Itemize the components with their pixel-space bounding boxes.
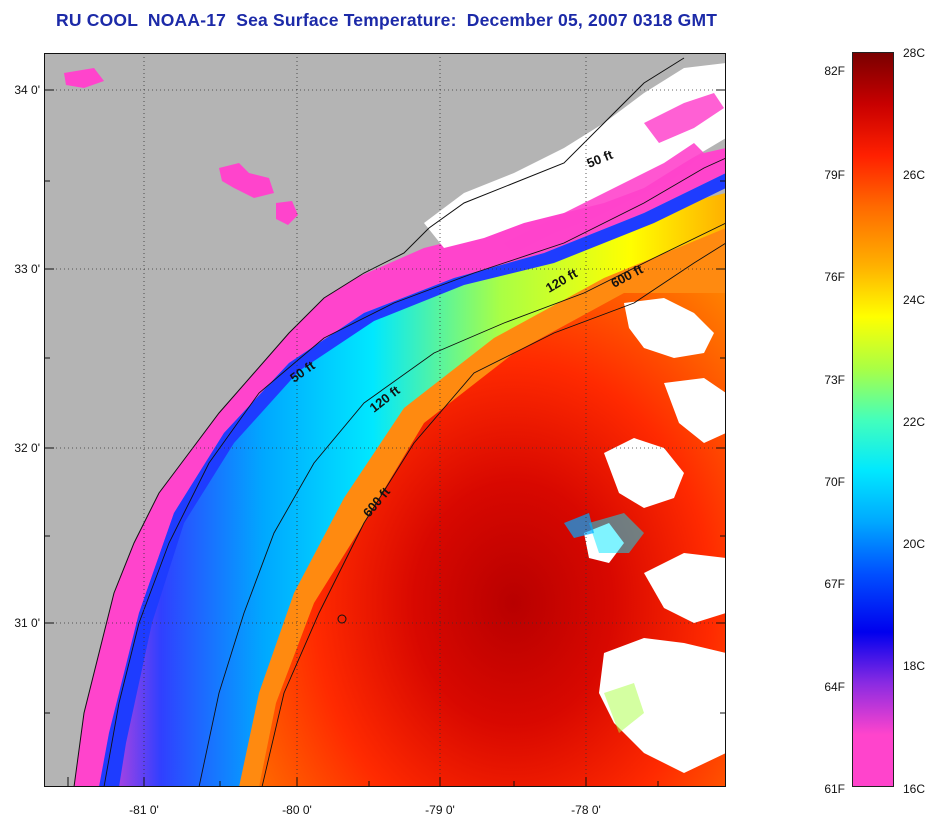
buoy-marker	[337, 614, 347, 624]
colorbar-f-label: 67F	[824, 577, 845, 591]
colorbar-f-label: 61F	[824, 782, 845, 796]
gulf-stream-water	[254, 213, 726, 787]
lat-label-31: 31 0'	[14, 616, 40, 630]
lat-label-34: 34 0'	[14, 83, 40, 97]
colorbar-f-label: 76F	[824, 270, 845, 284]
shelf-water	[84, 193, 726, 787]
colorbar-c-label: 22C	[903, 415, 926, 429]
transition-water	[224, 203, 726, 787]
colorbar-f-label: 73F	[824, 373, 845, 387]
colorbar-f-label: 79F	[824, 168, 845, 182]
colorbar-c-label: 26C	[903, 168, 926, 182]
sst-map[interactable]: 50 ft 120 ft 600 ft 50 ft 120 ft 600 ft	[44, 53, 726, 787]
lon-label-78: -78 0'	[571, 803, 601, 817]
colorbar-c-label: 18C	[903, 659, 926, 673]
lon-label-80: -80 0'	[282, 803, 312, 817]
inland-water-patches	[64, 68, 298, 225]
cloud-mask-north	[424, 63, 726, 248]
colorbar-c-label: 28C	[903, 46, 926, 60]
lon-label-81: -81 0'	[129, 803, 159, 817]
isobath-50ft	[103, 157, 726, 787]
colorbar-gradient	[852, 52, 894, 787]
coastline	[73, 57, 685, 787]
temperature-colorbar	[852, 52, 894, 787]
colorbar-f-label: 82F	[824, 64, 845, 78]
nearshore-cold-water	[44, 148, 726, 787]
isobath-120ft	[198, 222, 726, 787]
axis-ticks	[44, 89, 726, 787]
cloud-patches	[584, 298, 726, 773]
colorbar-c-label: 20C	[903, 537, 926, 551]
map-title: RU COOL NOAA-17 Sea Surface Temperature:…	[56, 10, 718, 30]
colorbar-c-label: 16C	[903, 782, 926, 796]
coastline-land	[44, 53, 726, 787]
colorbar-c-label: 24C	[903, 293, 926, 307]
colorbar-f-label: 70F	[824, 475, 845, 489]
cold-filament	[504, 143, 704, 253]
lat-label-32: 32 0'	[14, 441, 40, 455]
lon-label-79: -79 0'	[425, 803, 455, 817]
isobath-600ft	[261, 242, 726, 787]
graticule	[44, 53, 726, 787]
colorbar-f-label: 64F	[824, 680, 845, 694]
lat-label-33: 33 0'	[14, 262, 40, 276]
